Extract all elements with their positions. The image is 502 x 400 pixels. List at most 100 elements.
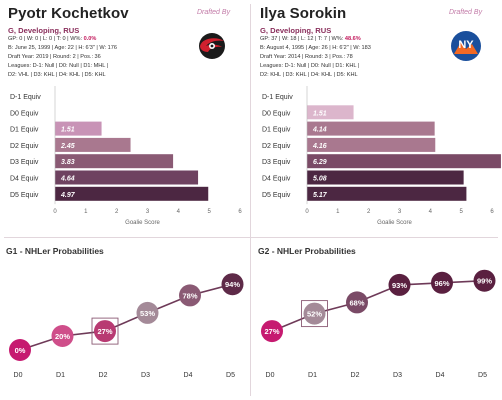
- bar-chart-2-bar: [307, 154, 501, 169]
- carolina-hurricanes-logo: [199, 33, 225, 59]
- prob-chart-1-point: [94, 320, 116, 343]
- nhler-prob-chart-2: 27% 52% 68% 93% 96% 99% D0 D1 D2 D3 D4 D5: [261, 269, 496, 379]
- horizontal-divider: [4, 237, 498, 238]
- bar-chart-2-x-tick: 3: [398, 209, 402, 215]
- leagues-line-2: D2: VHL | D3: KHL | D4: KHL | D5: KHL: [8, 72, 106, 78]
- prob-chart-1-x-tick: D4: [184, 372, 193, 379]
- goalie-score-bar-chart-1: D-1 Equiv D0 Equiv D1 Equiv 1.51 D2 Equiv 2.4…: [10, 86, 242, 226]
- prob-chart-1-point-label: 78%: [182, 291, 197, 300]
- bar-chart-1-bar: [55, 186, 209, 201]
- draft-line: Draft Year: 2014 | Round: 3 | Pos.: 78: [260, 54, 353, 60]
- prob-chart-2-point-label: 27%: [264, 327, 279, 336]
- bar-chart-2-data-label: 4.16: [312, 143, 327, 150]
- prob-chart-2-point-label: 96%: [434, 279, 449, 288]
- bar-chart-1-bar: [55, 121, 102, 136]
- bar-chart-1-data-label: 4.64: [60, 176, 75, 183]
- bar-chart-1-data-label: 4.97: [60, 192, 76, 199]
- prob-chart-2-x-tick: D0: [266, 372, 275, 379]
- bar-chart-2-bar: [307, 170, 464, 185]
- bar-chart-2-bar: [307, 137, 436, 152]
- prob-chart-1-point: [51, 325, 74, 347]
- prob-chart-1-point: [221, 273, 244, 296]
- prob-chart-title: G1 - NHLer Probabilities: [6, 246, 104, 256]
- stats-text: GP: 0 | W: 0 | L: 0 | T: 0 | W%:: [8, 36, 84, 42]
- prob-chart-1-x-tick: D3: [141, 372, 150, 379]
- win-pct: 48.6%: [344, 36, 361, 42]
- bar-chart-1-category-label: D2 Equiv: [10, 143, 39, 150]
- bar-chart-1-bar: [55, 154, 174, 169]
- position-line: G, Developing, RUS: [260, 26, 332, 35]
- bar-chart-2-x-tick: 5: [459, 209, 463, 215]
- prob-chart-1-x-tick: D0: [14, 372, 23, 379]
- draft-line: Draft Year: 2019 | Round: 2 | Pos.: 36: [8, 54, 101, 60]
- bar-chart-1-category-label: D3 Equiv: [10, 159, 39, 166]
- leagues-line: Leagues: D-1: Null | D0: Null | D1: MHL …: [8, 63, 109, 69]
- bar-chart-1-category-label: D1 Equiv: [10, 127, 39, 134]
- drafted-by-label: Drafted By: [197, 9, 231, 16]
- prob-chart-1-highlight-box: [91, 317, 119, 345]
- bar-chart-2-data-label: 1.51: [313, 110, 327, 117]
- bar-chart-2-x-tick: 2: [367, 209, 371, 215]
- prob-chart-1-point: [136, 301, 159, 324]
- player-card-left: Pyotr Kochetkov Drafted By G, Developing…: [0, 0, 250, 400]
- prob-chart-2-x-tick: D5: [478, 372, 487, 379]
- bar-chart-1-category-label: D5 Equiv: [10, 192, 39, 199]
- prob-chart-1-point-label: 53%: [140, 309, 155, 318]
- bar-chart-2-data-label: 4.14: [312, 127, 327, 134]
- drafted-by-label: Drafted By: [449, 9, 483, 16]
- prob-chart-2-series-line: [271, 279, 485, 332]
- prob-chart-2-point-label: 99%: [477, 277, 492, 286]
- bar-chart-2-data-label: 5.08: [313, 176, 327, 183]
- bar-chart-1-x-tick: 5: [207, 209, 211, 215]
- prob-chart-1-point-label: 94%: [225, 280, 240, 289]
- prob-chart-2-point: [388, 273, 411, 296]
- goalie-score-bar-chart-2: D-1 Equiv D0 Equiv 1.51 D1 Equiv 4.14 D2 Equi…: [262, 86, 501, 226]
- bar-chart-2-category-label: D0 Equiv: [262, 110, 291, 117]
- prob-chart-2-point: [346, 291, 368, 314]
- prob-chart-title: G2 - NHLer Probabilities: [258, 246, 356, 256]
- prob-chart-2-point: [473, 269, 496, 292]
- bar-chart-1-x-axis-title: Goalie Score: [125, 220, 160, 226]
- bar-chart-2-category-label: D2 Equiv: [262, 143, 291, 150]
- bar-chart-1-category-label: D0 Equiv: [10, 110, 39, 117]
- bar-chart-2-bar: [307, 121, 435, 136]
- bio-line: B: August 4, 1995 | Age: 26 | H: 6'2" | …: [260, 45, 371, 51]
- bar-chart-1-category-label: D-1 Equiv: [10, 94, 41, 101]
- bar-chart-2-x-tick: 6: [490, 209, 494, 215]
- prob-chart-1-point: [9, 339, 31, 361]
- bar-chart-2-bar: [307, 186, 467, 201]
- new-york-islanders-logo: NY: [451, 31, 481, 61]
- bar-chart-1-x-tick: 3: [146, 209, 150, 215]
- prob-chart-1-x-tick: D2: [99, 372, 108, 379]
- stats-line: GP: 37 | W: 18 | L: 12 | T: 7 | W%: 48.6…: [260, 36, 361, 42]
- stats-text: GP: 37 | W: 18 | L: 12 | T: 7 | W%:: [260, 36, 345, 42]
- bar-chart-2-data-label: 5.17: [313, 192, 328, 199]
- bar-chart-2-x-tick: 1: [336, 209, 340, 215]
- bar-chart-2-x-axis-title: Goalie Score: [377, 220, 412, 226]
- player-card-right: Ilya Sorokin Drafted By G, Developing, R…: [252, 0, 502, 400]
- bar-chart-1-x-tick: 6: [238, 209, 242, 215]
- svg-text:NY: NY: [458, 39, 474, 51]
- prob-chart-2-x-tick: D4: [436, 372, 445, 379]
- player-name: Ilya Sorokin: [260, 5, 347, 22]
- bar-chart-1-data-label: 2.45: [60, 143, 75, 150]
- bar-chart-1-x-tick: 2: [115, 209, 119, 215]
- prob-chart-1-x-tick: D1: [56, 372, 65, 379]
- bar-chart-2-data-label: 6.29: [313, 159, 327, 166]
- leagues-line: Leagues: D-1: Null | D0: Null | D1: KHL …: [260, 63, 360, 69]
- prob-chart-2-point: [303, 302, 326, 325]
- win-pct: 0.0%: [83, 36, 97, 42]
- stats-line: GP: 0 | W: 0 | L: 0 | T: 0 | W%: 0.0%: [8, 36, 96, 42]
- vertical-divider: [250, 4, 251, 396]
- leagues-line-2: D2: KHL | D3: KHL | D4: KHL | D5: KHL: [260, 72, 358, 78]
- prob-chart-2-x-tick: D3: [393, 372, 402, 379]
- bar-chart-1-x-tick: 4: [177, 209, 181, 215]
- bar-chart-1-data-label: 3.83: [61, 159, 75, 166]
- bar-chart-1-bar: [55, 137, 131, 152]
- prob-chart-1-point-label: 0%: [15, 346, 26, 355]
- prob-chart-2-point-label: 52%: [307, 310, 322, 319]
- prob-chart-2-x-tick: D1: [308, 372, 317, 379]
- bar-chart-2-x-tick: 0: [305, 209, 309, 215]
- bio-line: B: June 25, 1999 | Age: 22 | H: 6'3" | W…: [8, 45, 117, 51]
- prob-chart-1-point-label: 27%: [97, 327, 112, 336]
